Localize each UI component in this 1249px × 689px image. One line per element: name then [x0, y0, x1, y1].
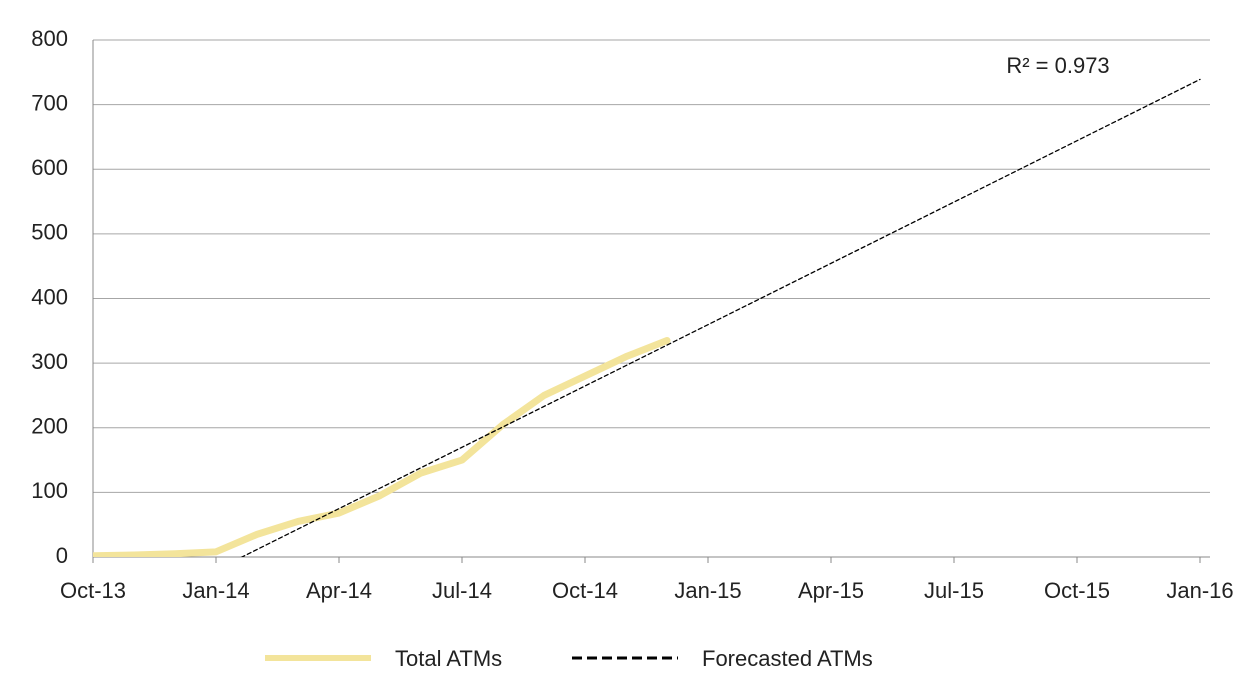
legend-label: Forecasted ATMs: [702, 646, 873, 671]
plot-area: [93, 78, 1201, 557]
forecast-line: [240, 78, 1201, 557]
x-tick-label: Oct-13: [60, 578, 126, 603]
y-tick-label: 0: [56, 543, 68, 568]
y-tick-label: 500: [31, 220, 68, 245]
x-tick-label: Apr-15: [798, 578, 864, 603]
y-tick-label: 200: [31, 414, 68, 439]
y-tick-label: 600: [31, 155, 68, 180]
x-tick-label: Jan-16: [1166, 578, 1233, 603]
x-tick-label: Oct-15: [1044, 578, 1110, 603]
annotation: R² = 0.973: [1006, 53, 1109, 78]
series-line: [93, 337, 671, 557]
legend-label: Total ATMs: [395, 646, 502, 671]
x-tick-label: Jan-14: [182, 578, 249, 603]
y-tick-label: 300: [31, 349, 68, 374]
x-tick-label: Jul-14: [432, 578, 492, 603]
y-tick-label: 700: [31, 90, 68, 115]
x-tick-label: Oct-14: [552, 578, 618, 603]
y-tick-label: 400: [31, 284, 68, 309]
x-tick-label: Jan-15: [674, 578, 741, 603]
x-tick-label: Apr-14: [306, 578, 372, 603]
y-tick-label: 800: [31, 26, 68, 51]
x-tick-label: Jul-15: [924, 578, 984, 603]
y-tick-label: 100: [31, 478, 68, 503]
